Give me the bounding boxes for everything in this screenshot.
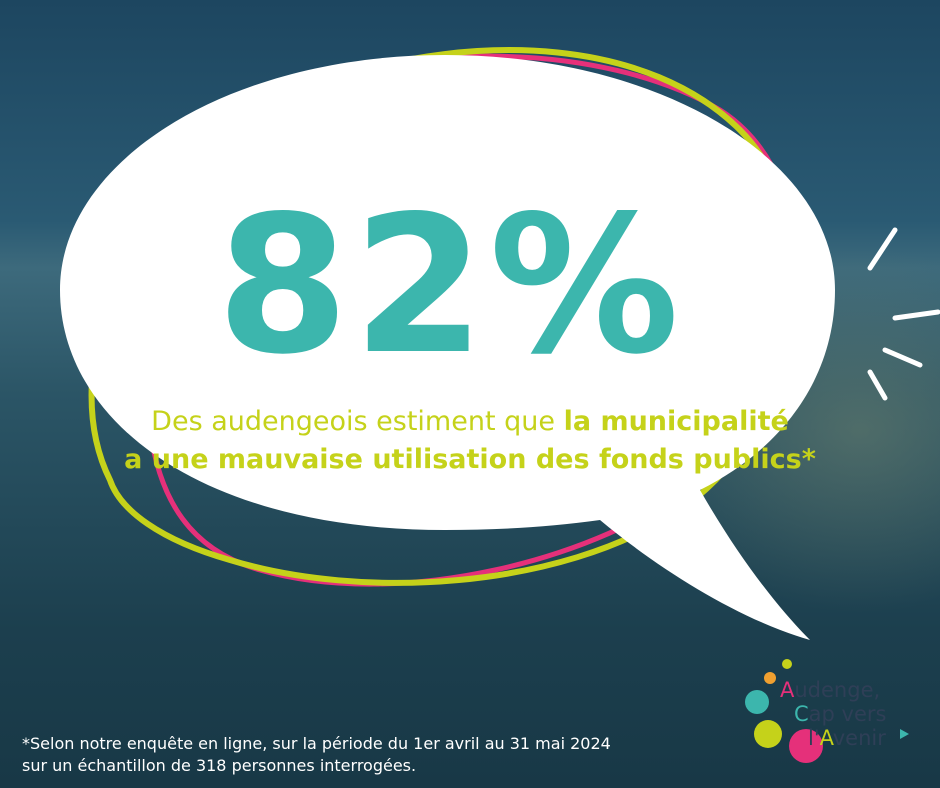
logo-text: A [780, 678, 795, 702]
logo-text: C [794, 702, 809, 726]
statement-line: a une mauvaise utilisation des fonds pub… [124, 444, 816, 475]
logo-line: Audenge, [780, 678, 886, 702]
burst [867, 227, 940, 401]
logo: Audenge, Cap vers l'Avenir [780, 678, 886, 750]
headline: 82% [216, 175, 684, 396]
speech-bubble [60, 55, 835, 640]
statement-bold: la municipalité [563, 406, 789, 437]
logo-text: udenge, [794, 678, 881, 702]
logo-line: l'Avenir [780, 726, 886, 750]
footnote: sur un échantillon de 318 personnes inte… [22, 756, 417, 775]
logo-text: ap vers [808, 702, 887, 726]
logo-text: venir [832, 726, 886, 750]
logo-text: A [819, 726, 833, 750]
logo-line: Cap vers [780, 702, 886, 726]
statement-text: Des audengeois estiment que [151, 406, 564, 437]
footnote: *Selon notre enquête en ligne, sur la pé… [22, 734, 611, 753]
logo-text: l' [808, 726, 820, 750]
logo-icons [745, 659, 909, 763]
statement-line: Des audengeois estiment que la municipal… [100, 406, 840, 437]
